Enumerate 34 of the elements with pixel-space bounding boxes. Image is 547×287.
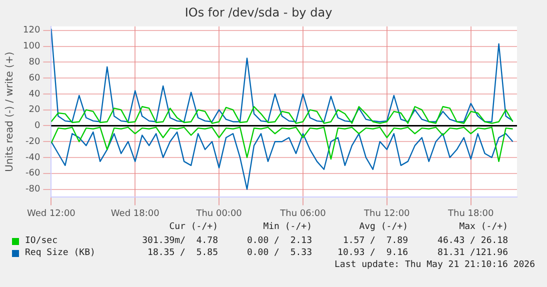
y-tick-label: -80	[25, 184, 40, 195]
text: 46.43 / 26.18	[436, 236, 508, 246]
y-tick-label: -20	[25, 136, 40, 147]
y-tick-label: 120	[22, 26, 40, 36]
y-tick-label: 40	[28, 89, 40, 100]
text: 10.93 / 9.16	[336, 248, 408, 258]
y-tick-label: 100	[22, 42, 40, 52]
text: Avg (-/+)	[358, 222, 408, 232]
x-tick-label: Wed 12:00	[26, 208, 76, 219]
y-tick-label: 0	[34, 121, 40, 132]
x-tick-label: Thu 06:00	[279, 208, 326, 219]
text: 0.00 / 5.33	[246, 248, 312, 258]
text: Cur (-/+)	[168, 222, 218, 232]
y-tick-label: 80	[28, 57, 40, 68]
text: 81.31 /121.96	[436, 248, 508, 258]
legend-label: Req Size (KB)	[25, 248, 96, 258]
x-tick-label: Thu 18:00	[446, 208, 494, 219]
text: Last update: Thu May 21 21:10:16 2026	[334, 260, 535, 270]
x-tick-label: Thu 12:00	[363, 208, 410, 219]
x-tick-label: Thu 00:00	[195, 208, 242, 219]
text: 301.39m/ 4.78	[141, 236, 218, 246]
text: 1.57 / 7.89	[342, 236, 408, 246]
x-tick-label: Wed 18:00	[110, 208, 160, 219]
text: Min (-/+)	[262, 222, 312, 232]
y-tick-label: 60	[28, 73, 40, 84]
text: Max (-/+)	[458, 222, 508, 232]
text: 18.35 / 5.85	[146, 248, 218, 258]
y-axis-title: Units read (-) / write (+)	[4, 52, 16, 172]
y-tick-label: 20	[28, 105, 40, 116]
text: 0.00 / 2.13	[246, 236, 312, 246]
y-tick-label: -60	[25, 168, 40, 179]
legend-label: IO/sec	[25, 236, 58, 246]
y-tick-label: -40	[25, 152, 40, 163]
chart-title: IOs for /dev/sda - by day	[184, 5, 332, 20]
